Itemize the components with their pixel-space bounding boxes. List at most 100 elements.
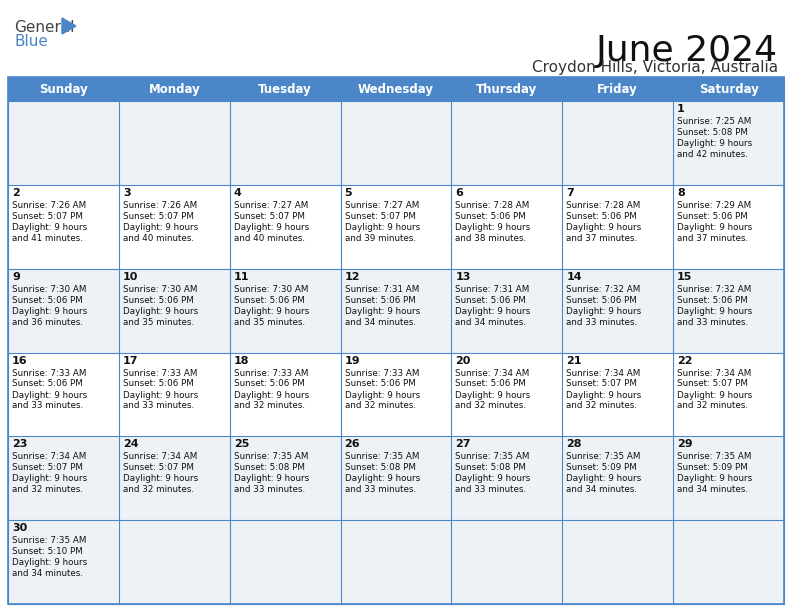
Text: Sunrise: 7:33 AM: Sunrise: 7:33 AM	[12, 368, 86, 378]
Text: Sunset: 5:08 PM: Sunset: 5:08 PM	[345, 463, 416, 472]
Text: Sunset: 5:07 PM: Sunset: 5:07 PM	[12, 212, 83, 221]
Text: Sunrise: 7:35 AM: Sunrise: 7:35 AM	[566, 452, 641, 461]
Text: Sunset: 5:06 PM: Sunset: 5:06 PM	[566, 296, 637, 305]
Text: Sunset: 5:06 PM: Sunset: 5:06 PM	[234, 379, 304, 389]
Text: 18: 18	[234, 356, 249, 365]
Text: Sunrise: 7:33 AM: Sunrise: 7:33 AM	[123, 368, 197, 378]
Text: Daylight: 9 hours: Daylight: 9 hours	[455, 390, 531, 400]
Text: Sunrise: 7:33 AM: Sunrise: 7:33 AM	[345, 368, 419, 378]
Text: and 34 minutes.: and 34 minutes.	[345, 318, 416, 327]
Text: Daylight: 9 hours: Daylight: 9 hours	[345, 307, 420, 316]
Text: 22: 22	[677, 356, 693, 365]
Text: Daylight: 9 hours: Daylight: 9 hours	[234, 223, 309, 232]
Text: and 32 minutes.: and 32 minutes.	[455, 401, 527, 411]
Text: Sunset: 5:09 PM: Sunset: 5:09 PM	[677, 463, 748, 472]
Text: and 34 minutes.: and 34 minutes.	[566, 485, 638, 494]
Bar	[8, 436, 784, 520]
Text: Daylight: 9 hours: Daylight: 9 hours	[677, 223, 752, 232]
Text: and 37 minutes.: and 37 minutes.	[677, 234, 748, 243]
Text: Daylight: 9 hours: Daylight: 9 hours	[677, 474, 752, 483]
Text: Daylight: 9 hours: Daylight: 9 hours	[566, 223, 642, 232]
Text: Friday: Friday	[597, 83, 638, 95]
Text: and 32 minutes.: and 32 minutes.	[123, 485, 194, 494]
Text: and 35 minutes.: and 35 minutes.	[123, 318, 194, 327]
Text: and 41 minutes.: and 41 minutes.	[12, 234, 83, 243]
Text: Daylight: 9 hours: Daylight: 9 hours	[234, 474, 309, 483]
Text: Daylight: 9 hours: Daylight: 9 hours	[566, 307, 642, 316]
Text: Sunrise: 7:31 AM: Sunrise: 7:31 AM	[345, 285, 419, 294]
Text: and 33 minutes.: and 33 minutes.	[345, 485, 416, 494]
Text: Daylight: 9 hours: Daylight: 9 hours	[234, 390, 309, 400]
Text: 12: 12	[345, 272, 360, 282]
Text: and 33 minutes.: and 33 minutes.	[234, 485, 305, 494]
Text: 20: 20	[455, 356, 470, 365]
Text: and 32 minutes.: and 32 minutes.	[345, 401, 416, 411]
Text: and 34 minutes.: and 34 minutes.	[12, 569, 83, 578]
Text: Sunrise: 7:30 AM: Sunrise: 7:30 AM	[234, 285, 308, 294]
Text: Daylight: 9 hours: Daylight: 9 hours	[345, 390, 420, 400]
Text: June 2024: June 2024	[596, 34, 778, 68]
Text: Daylight: 9 hours: Daylight: 9 hours	[566, 390, 642, 400]
Text: 11: 11	[234, 272, 249, 282]
Text: Daylight: 9 hours: Daylight: 9 hours	[455, 474, 531, 483]
Text: Daylight: 9 hours: Daylight: 9 hours	[123, 474, 198, 483]
Text: Daylight: 9 hours: Daylight: 9 hours	[12, 390, 87, 400]
Text: and 33 minutes.: and 33 minutes.	[566, 318, 638, 327]
Text: Croydon Hills, Victoria, Australia: Croydon Hills, Victoria, Australia	[532, 60, 778, 75]
Text: Sunset: 5:09 PM: Sunset: 5:09 PM	[566, 463, 637, 472]
Text: 7: 7	[566, 188, 574, 198]
Text: 13: 13	[455, 272, 470, 282]
Text: 26: 26	[345, 439, 360, 449]
Text: Sunset: 5:06 PM: Sunset: 5:06 PM	[455, 379, 526, 389]
Text: Daylight: 9 hours: Daylight: 9 hours	[123, 223, 198, 232]
Text: Daylight: 9 hours: Daylight: 9 hours	[677, 307, 752, 316]
Text: Sunrise: 7:26 AM: Sunrise: 7:26 AM	[12, 201, 86, 210]
Bar	[8, 520, 784, 604]
Text: Sunrise: 7:35 AM: Sunrise: 7:35 AM	[12, 536, 86, 545]
Text: and 40 minutes.: and 40 minutes.	[234, 234, 305, 243]
Text: Sunrise: 7:28 AM: Sunrise: 7:28 AM	[566, 201, 641, 210]
Text: Sunset: 5:06 PM: Sunset: 5:06 PM	[234, 296, 304, 305]
Text: 9: 9	[12, 272, 20, 282]
Text: and 33 minutes.: and 33 minutes.	[123, 401, 194, 411]
Text: 3: 3	[123, 188, 131, 198]
Text: Sunrise: 7:35 AM: Sunrise: 7:35 AM	[455, 452, 530, 461]
Text: and 33 minutes.: and 33 minutes.	[455, 485, 527, 494]
Text: and 38 minutes.: and 38 minutes.	[455, 234, 527, 243]
Text: 28: 28	[566, 439, 582, 449]
Text: Daylight: 9 hours: Daylight: 9 hours	[566, 474, 642, 483]
Text: 2: 2	[12, 188, 20, 198]
Text: Daylight: 9 hours: Daylight: 9 hours	[12, 223, 87, 232]
Text: and 37 minutes.: and 37 minutes.	[566, 234, 638, 243]
Text: Sunset: 5:06 PM: Sunset: 5:06 PM	[345, 296, 415, 305]
Text: Sunset: 5:07 PM: Sunset: 5:07 PM	[566, 379, 637, 389]
Bar	[8, 101, 784, 185]
Text: Sunrise: 7:27 AM: Sunrise: 7:27 AM	[345, 201, 419, 210]
Text: 10: 10	[123, 272, 139, 282]
Bar	[8, 353, 784, 436]
Text: Sunrise: 7:35 AM: Sunrise: 7:35 AM	[677, 452, 752, 461]
Text: Sunrise: 7:31 AM: Sunrise: 7:31 AM	[455, 285, 530, 294]
Text: and 32 minutes.: and 32 minutes.	[234, 401, 305, 411]
Text: General: General	[14, 20, 74, 35]
Text: and 32 minutes.: and 32 minutes.	[677, 401, 748, 411]
Text: Daylight: 9 hours: Daylight: 9 hours	[123, 390, 198, 400]
Text: and 40 minutes.: and 40 minutes.	[123, 234, 194, 243]
Polygon shape	[62, 18, 76, 34]
Text: Sunset: 5:06 PM: Sunset: 5:06 PM	[566, 212, 637, 221]
Text: Thursday: Thursday	[476, 83, 538, 95]
Text: Monday: Monday	[148, 83, 200, 95]
Text: 21: 21	[566, 356, 582, 365]
Text: Sunset: 5:07 PM: Sunset: 5:07 PM	[234, 212, 305, 221]
Text: Daylight: 9 hours: Daylight: 9 hours	[234, 307, 309, 316]
Text: and 32 minutes.: and 32 minutes.	[566, 401, 638, 411]
Text: 16: 16	[12, 356, 28, 365]
Text: Sunset: 5:06 PM: Sunset: 5:06 PM	[12, 379, 82, 389]
Text: Sunset: 5:08 PM: Sunset: 5:08 PM	[677, 128, 748, 137]
Text: 14: 14	[566, 272, 582, 282]
Text: and 32 minutes.: and 32 minutes.	[12, 485, 83, 494]
Text: 4: 4	[234, 188, 242, 198]
Text: Sunrise: 7:30 AM: Sunrise: 7:30 AM	[12, 285, 86, 294]
Text: Daylight: 9 hours: Daylight: 9 hours	[12, 558, 87, 567]
Text: Sunset: 5:07 PM: Sunset: 5:07 PM	[345, 212, 416, 221]
